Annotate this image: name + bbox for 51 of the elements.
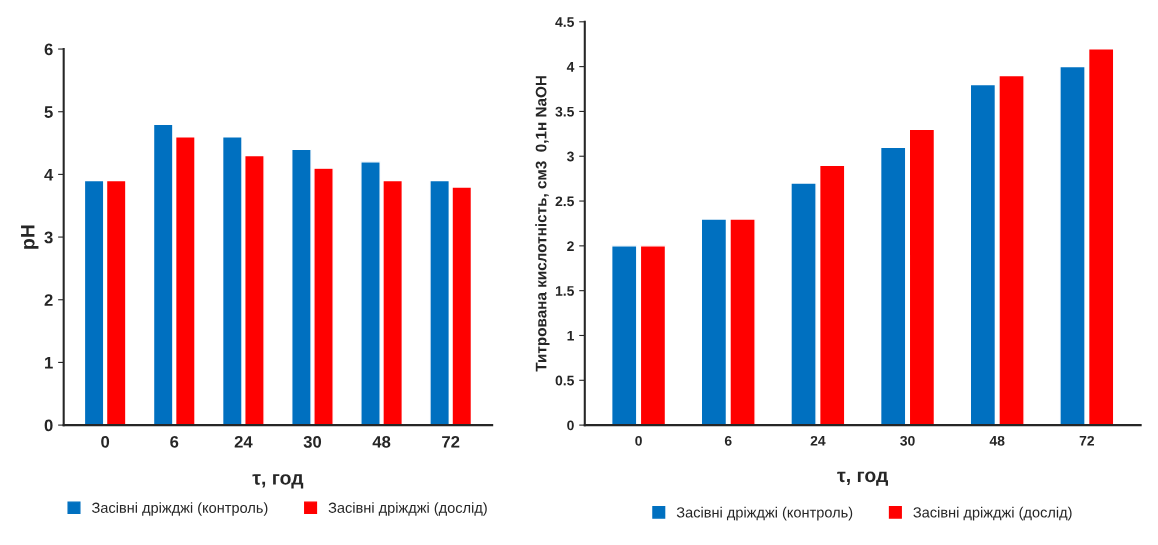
x-tick-label: 6 xyxy=(170,435,179,448)
y-tick-label: 2 xyxy=(44,294,53,306)
y-tick-label: 0.5 xyxy=(555,375,574,386)
x-tick-label: 72 xyxy=(442,435,460,448)
y-tick-label: 0 xyxy=(44,419,53,432)
y-tick-label: 5 xyxy=(44,106,53,118)
bar xyxy=(1059,65,1086,426)
y-tick-label: 1 xyxy=(567,330,574,341)
legend-label: Засівні дріжджі (контроль) xyxy=(676,506,853,521)
y-tick-label: 2 xyxy=(567,241,574,251)
x-tick-label: 48 xyxy=(989,435,1005,446)
y-tick-label: 0 xyxy=(567,420,574,431)
y-tick-label: 3 xyxy=(566,151,574,162)
bar xyxy=(790,182,817,426)
y-tick-label: 4 xyxy=(44,168,54,181)
x-axis-title: τ, год xyxy=(837,471,888,486)
x-tick-label: 0 xyxy=(635,435,642,446)
y-tick-label: 1.5 xyxy=(555,286,574,296)
bar xyxy=(879,146,907,426)
x-tick-label: 24 xyxy=(234,435,253,448)
x-tick-label: 72 xyxy=(1079,435,1095,446)
y-tick-label: 2.5 xyxy=(555,196,574,207)
bar xyxy=(700,218,728,426)
y-axis-title: pH xyxy=(21,225,39,249)
y-tick-label: 1 xyxy=(45,357,53,369)
bar xyxy=(818,164,846,426)
x-tick-label: 24 xyxy=(810,435,826,446)
x-tick-label: 30 xyxy=(900,435,915,446)
y-tick-label: 4 xyxy=(566,62,575,72)
y-axis-title: Титрована кислотність, см3 0,1н NaOH xyxy=(535,76,550,372)
legend-label: Засівні дріжджі (дослід) xyxy=(913,506,1072,521)
y-tick-label: 4.5 xyxy=(555,17,574,27)
legend-label: Засівні дріжджі (дослід) xyxy=(328,502,487,516)
x-axis-title: τ, год xyxy=(252,474,304,489)
bar xyxy=(908,128,936,426)
bar xyxy=(105,179,127,426)
bar xyxy=(729,218,756,426)
x-tick-label: 0 xyxy=(101,435,110,448)
x-tick-label: 48 xyxy=(372,435,391,448)
y-tick-label: 3 xyxy=(44,231,53,244)
bar xyxy=(998,74,1025,426)
y-tick-label: 6 xyxy=(44,43,53,56)
legend-label: Засівні дріжджі (контроль) xyxy=(91,502,268,516)
bar xyxy=(1087,47,1115,426)
bar xyxy=(83,179,105,426)
bar xyxy=(639,245,667,426)
bar xyxy=(610,245,638,426)
x-tick-label: 6 xyxy=(724,435,732,446)
x-tick-label: 30 xyxy=(303,435,322,448)
y-tick-label: 3.5 xyxy=(555,106,574,117)
bar xyxy=(969,83,997,426)
